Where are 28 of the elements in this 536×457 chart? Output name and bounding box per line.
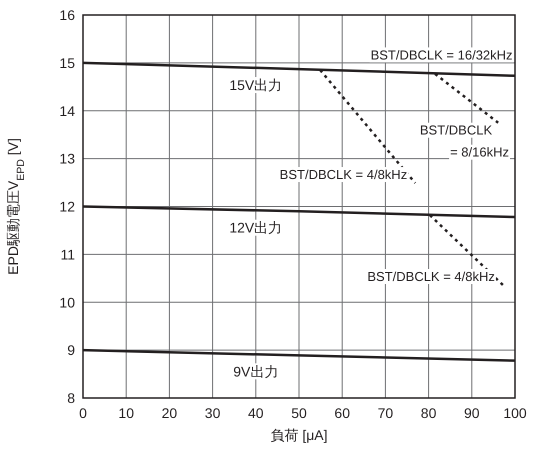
series-label: 12V出力 bbox=[229, 220, 282, 236]
x-axis-title: 負荷 [μA] bbox=[270, 427, 328, 443]
y-tick-label: 10 bbox=[59, 294, 76, 310]
x-tick-label: 70 bbox=[378, 405, 394, 421]
x-tick-label: 0 bbox=[79, 405, 88, 421]
series-label: 9V出力 bbox=[233, 363, 278, 380]
x-tick-label: 60 bbox=[334, 405, 350, 421]
x-tick-label: 40 bbox=[248, 405, 264, 421]
y-tick-label: 12 bbox=[59, 198, 76, 214]
y-tick-label: 8 bbox=[67, 390, 76, 406]
x-tick-label: 30 bbox=[204, 405, 221, 421]
y-tick-label: 15 bbox=[59, 54, 76, 71]
x-tick-label: 50 bbox=[291, 405, 307, 421]
y-tick-label: 16 bbox=[59, 7, 76, 23]
x-tick-label: 90 bbox=[464, 405, 480, 421]
x-tick-label: 10 bbox=[118, 405, 134, 421]
y-tick-label: 14 bbox=[59, 102, 76, 119]
x-tick-label: 80 bbox=[420, 405, 437, 421]
y-tick-label: 11 bbox=[60, 246, 76, 262]
series-label: BST/DBCLK = 4/8kHz bbox=[367, 269, 495, 284]
series-label: 15V出力 bbox=[229, 77, 282, 94]
annotation: BST/DBCLK = 16/32kHz bbox=[370, 47, 513, 62]
y-tick-label: 9 bbox=[67, 342, 76, 358]
x-tick-label: 100 bbox=[503, 405, 527, 421]
x-tick-label: 20 bbox=[162, 405, 178, 421]
series-label: BST/DBCLK = 8/16kHz bbox=[420, 122, 509, 160]
y-tick-label: 13 bbox=[59, 150, 76, 167]
series-label: BST/DBCLK = 4/8kHz bbox=[280, 167, 408, 182]
